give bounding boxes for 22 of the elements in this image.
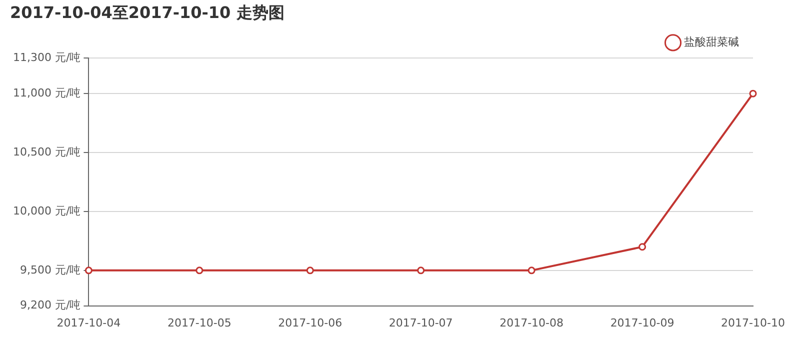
y-tick-label: 10,000 元/吨 xyxy=(12,204,81,218)
y-tick-label: 9,500 元/吨 xyxy=(20,263,81,276)
y-tick-label: 11,300 元/吨 xyxy=(12,51,81,64)
x-tick-label: 2017-10-07 xyxy=(388,316,453,330)
x-tick-label: 2017-10-04 xyxy=(56,316,121,330)
x-tick-label: 2017-10-09 xyxy=(610,316,674,330)
x-tick-label: 2017-10-06 xyxy=(278,316,342,330)
y-tick-label: 9,200 元/吨 xyxy=(20,298,81,312)
point xyxy=(84,266,92,274)
chart-title: 2017-10-04至2017-10-10 走势图 xyxy=(10,2,284,22)
point xyxy=(528,266,536,274)
y-tick-label: 11,000 元/吨 xyxy=(12,86,81,100)
point xyxy=(306,266,314,274)
x-tick-label: 2017-10-10 xyxy=(721,316,785,330)
point xyxy=(196,266,204,274)
x-tick-label: 2017-10-08 xyxy=(500,316,564,330)
y-tick-label: 10,500 元/吨 xyxy=(12,145,81,158)
point xyxy=(638,243,646,251)
point xyxy=(749,90,757,98)
legend-label: 盐酸甜菜碱 xyxy=(684,36,739,49)
point xyxy=(417,266,425,274)
x-tick-label: 2017-10-05 xyxy=(167,316,232,330)
